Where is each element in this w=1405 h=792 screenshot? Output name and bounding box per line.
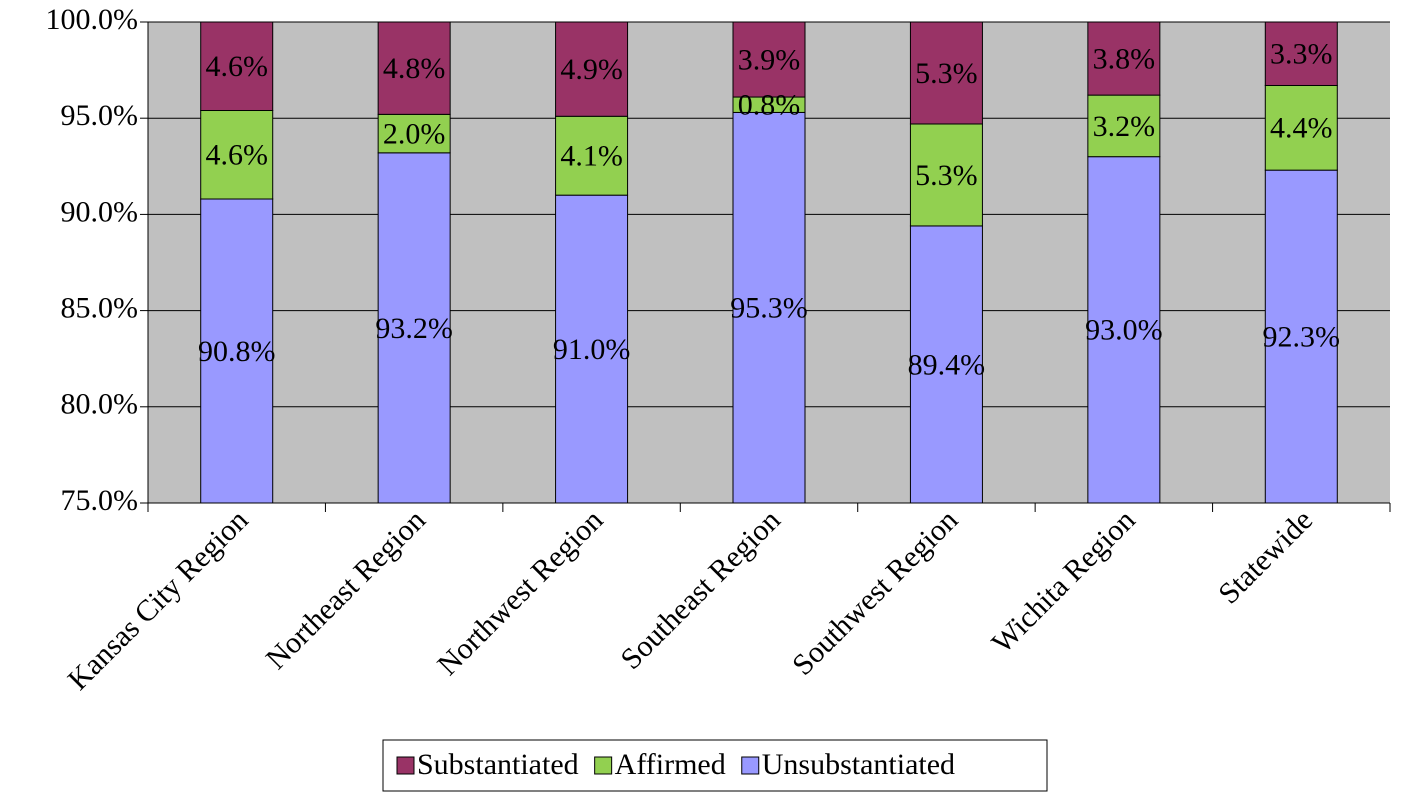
legend-swatch xyxy=(396,756,415,775)
data-label: 3.8% xyxy=(1093,42,1156,75)
y-tick-label: 100.0% xyxy=(46,3,139,36)
y-tick-label: 75.0% xyxy=(61,484,139,517)
bar-segment xyxy=(909,123,983,227)
bar-segment xyxy=(909,21,983,125)
x-tick-label: Southeast Region xyxy=(614,503,786,675)
bar-segment xyxy=(1087,94,1161,158)
legend-label: Substantiated xyxy=(417,748,579,781)
bar-segment xyxy=(1264,21,1338,86)
data-label: 4.6% xyxy=(205,50,268,83)
data-label: 4.1% xyxy=(560,140,623,173)
data-label: 4.4% xyxy=(1270,112,1333,145)
legend-swatch xyxy=(741,756,760,775)
x-tick-label: Northwest Region xyxy=(431,503,609,681)
bar-segment xyxy=(732,111,806,504)
bar-segment xyxy=(555,21,629,117)
bar-segment xyxy=(377,113,451,154)
data-label: 5.3% xyxy=(915,57,978,90)
legend-box xyxy=(382,739,1048,792)
bar-segment xyxy=(200,110,274,200)
data-label: 3.9% xyxy=(738,43,801,76)
data-label: 92.3% xyxy=(1263,320,1341,353)
bar-segment xyxy=(1087,21,1161,96)
data-label: 4.6% xyxy=(205,139,268,172)
data-label: 2.0% xyxy=(383,117,446,150)
bar-segment xyxy=(1264,84,1338,171)
data-label: 3.3% xyxy=(1270,38,1333,71)
data-label: 95.3% xyxy=(730,292,808,325)
legend-label: Unsubstantiated xyxy=(762,748,955,781)
bar-segment xyxy=(555,115,629,196)
bar-segment xyxy=(1087,156,1161,504)
y-tick-label: 95.0% xyxy=(61,99,139,132)
x-tick-label: Kansas City Region xyxy=(61,503,254,696)
data-label: 90.8% xyxy=(198,335,276,368)
y-tick-label: 85.0% xyxy=(61,291,139,324)
legend-swatch xyxy=(594,756,613,775)
data-label: 5.3% xyxy=(915,159,978,192)
data-label: 4.8% xyxy=(383,52,446,85)
data-label: 3.2% xyxy=(1093,110,1156,143)
x-tick-label: Statewide xyxy=(1212,503,1319,610)
bar-segment xyxy=(732,21,806,98)
data-label: 93.2% xyxy=(375,312,453,345)
bar-segment xyxy=(377,152,451,504)
data-label: 4.9% xyxy=(560,53,623,86)
y-tick-label: 90.0% xyxy=(61,195,139,228)
data-label: 89.4% xyxy=(908,348,986,381)
bar-segment xyxy=(377,21,451,115)
x-tick-label: Southwest Region xyxy=(786,503,964,681)
x-tick-label: Wichita Region xyxy=(985,503,1141,659)
x-tick-label: Northeast Region xyxy=(260,503,432,675)
bar-segment xyxy=(200,21,274,112)
data-label: 93.0% xyxy=(1085,314,1163,347)
legend: Substantiated Affirmed Unsubstantiated xyxy=(382,739,1048,792)
bar-segment xyxy=(1264,169,1338,504)
data-label: 0.8% xyxy=(738,89,801,122)
y-tick-label: 80.0% xyxy=(61,388,139,421)
legend-label: Affirmed xyxy=(615,748,726,781)
bar-segment xyxy=(200,198,274,504)
data-label: 91.0% xyxy=(553,333,631,366)
bar-segment xyxy=(909,225,983,504)
